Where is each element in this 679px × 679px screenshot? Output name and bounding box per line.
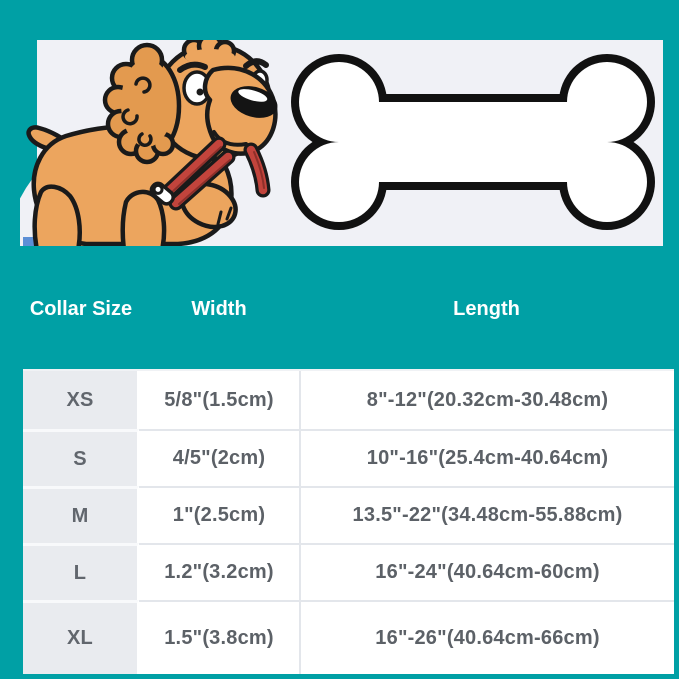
table-row: XL 1.5"(3.8cm) 16"-26"(40.64cm-66cm) (23, 600, 674, 674)
length-cell: 16"-24"(40.64cm-60cm) (299, 543, 674, 600)
size-cell: XS (23, 371, 139, 429)
length-cell: 13.5"-22"(34.48cm-55.88cm) (299, 486, 674, 543)
leash-clasp (149, 181, 175, 206)
width-cell: 1"(2.5cm) (139, 486, 299, 543)
size-cell: XL (23, 600, 139, 674)
table-row: L 1.2"(3.2cm) 16"-24"(40.64cm-60cm) (23, 543, 674, 600)
size-table: XS 5/8"(1.5cm) 8"-12"(20.32cm-30.48cm) S… (23, 369, 674, 674)
width-cell: 1.2"(3.2cm) (139, 543, 299, 600)
length-cell: 16"-26"(40.64cm-66cm) (299, 600, 674, 674)
dog-illustration (20, 40, 310, 246)
size-cell: L (23, 543, 139, 600)
leash (160, 136, 271, 211)
bone-icon (283, 54, 663, 230)
table-row: XS 5/8"(1.5cm) 8"-12"(20.32cm-30.48cm) (23, 371, 674, 429)
table-row: M 1"(2.5cm) 13.5"-22"(34.48cm-55.88cm) (23, 486, 674, 543)
table-header: Collar Size Width Length (23, 285, 674, 333)
size-cell: S (23, 429, 139, 486)
size-cell: M (23, 486, 139, 543)
banner (37, 40, 663, 246)
table-row: S 4/5"(2cm) 10"-16"(25.4cm-40.64cm) (23, 429, 674, 486)
header-collar-size: Collar Size (29, 297, 133, 320)
length-cell: 8"-12"(20.32cm-30.48cm) (299, 371, 674, 429)
header-length: Length (453, 297, 520, 320)
width-cell: 5/8"(1.5cm) (139, 371, 299, 429)
width-cell: 4/5"(2cm) (139, 429, 299, 486)
width-cell: 1.5"(3.8cm) (139, 600, 299, 674)
header-width: Width (191, 297, 247, 320)
length-cell: 10"-16"(25.4cm-40.64cm) (299, 429, 674, 486)
blue-artifact (23, 237, 34, 246)
